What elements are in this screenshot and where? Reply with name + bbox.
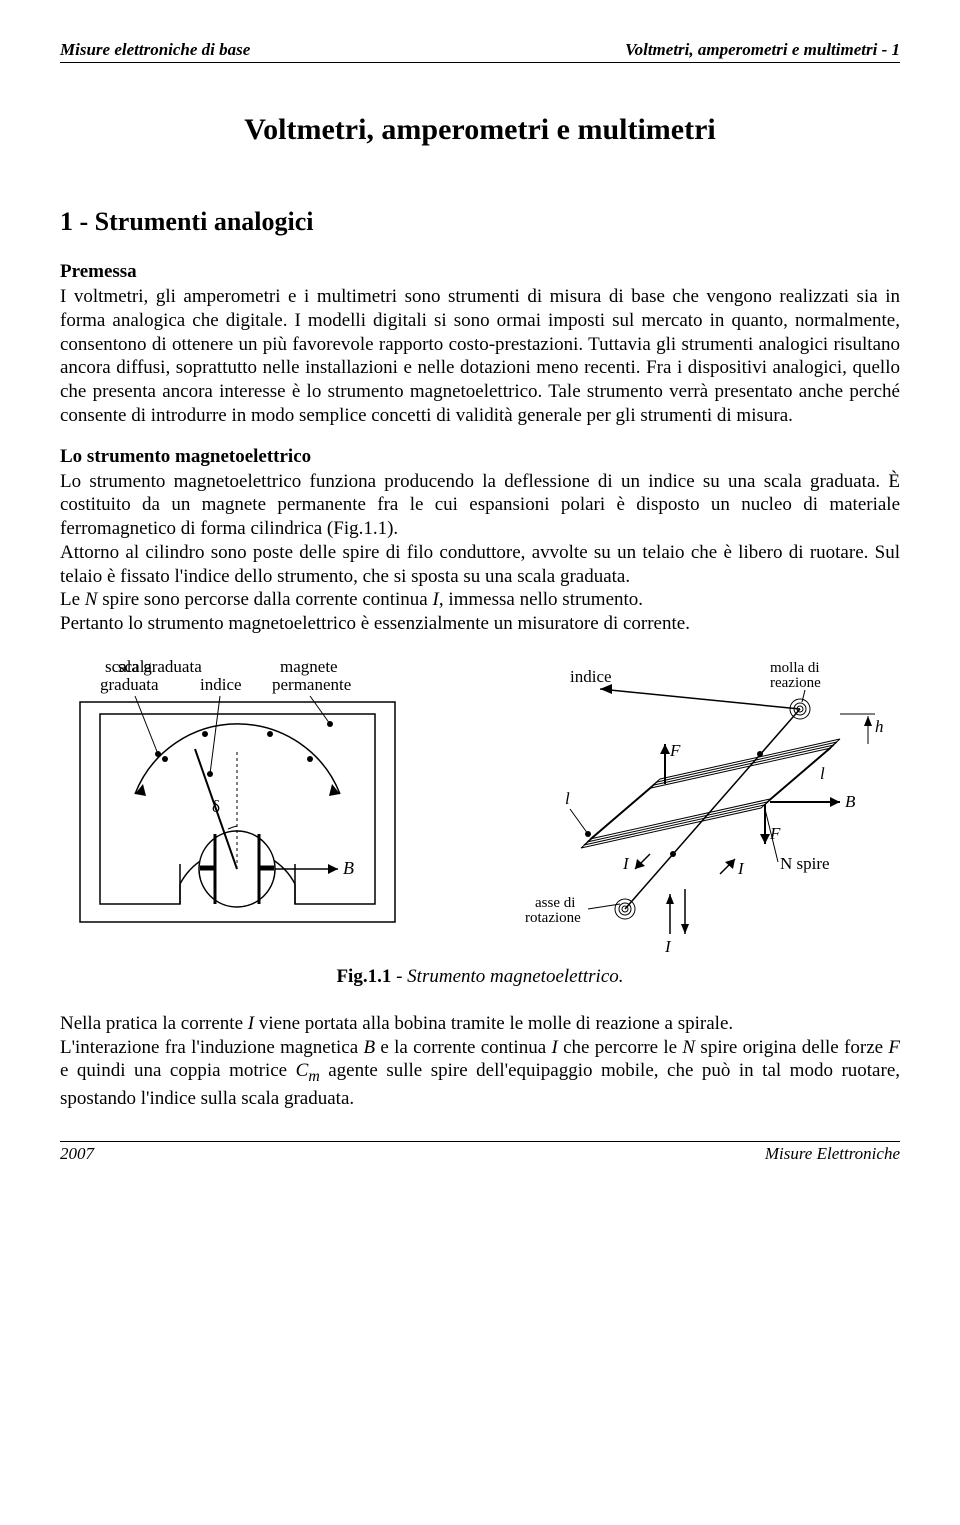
label-molla-l1: molla di [770, 660, 820, 676]
text: spire sono percorse dalla corrente conti… [97, 589, 432, 610]
B-arrow-head [328, 864, 338, 874]
leader-magnete-dot [327, 721, 333, 727]
F-down-head [760, 834, 770, 844]
page-title: Voltmetri, amperometri e multimetri [60, 113, 900, 147]
var-Cm: Cm [296, 1060, 320, 1081]
magneto-p2: Attorno al cilindro sono poste delle spi… [60, 541, 900, 589]
after-p1: Nella pratica la corrente I viene portat… [60, 1012, 900, 1036]
axis-dot2 [757, 751, 763, 757]
F-up-head [660, 744, 670, 754]
coil-loops [581, 739, 840, 848]
C: C [296, 1060, 309, 1081]
leader-indice-dot [207, 771, 213, 777]
figure-svg: scala graduata scala graduata indice mag… [70, 654, 890, 954]
magneto-p1: Lo strumento magnetoelettrico funziona p… [60, 470, 900, 541]
header-right: Voltmetri, amperometri e multimetri - 1 [625, 40, 900, 60]
text: che percorre le [558, 1037, 683, 1058]
label-indice-r: indice [570, 667, 612, 686]
figure-caption: Fig.1.1 - Strumento magnetoelettrico. [60, 966, 900, 988]
m-sub: m [308, 1068, 319, 1085]
caption-bold: Fig.1.1 [336, 966, 391, 987]
magneto-p3: Le N spire sono percorse dalla corrente … [60, 588, 900, 612]
arc-tick2 [202, 731, 208, 737]
label-delta: δ [212, 797, 220, 816]
footer-left: 2007 [60, 1144, 94, 1164]
leader-l1-dot [585, 831, 591, 837]
after-p2: L'interazione fra l'induzione magnetica … [60, 1036, 900, 1111]
label-magnete-line2: permanente [272, 675, 351, 694]
pointer-right [600, 689, 800, 709]
label-asse-l1: asse di [535, 895, 575, 911]
premessa-heading: Premessa [60, 261, 900, 283]
label-indice: indice [200, 675, 242, 694]
delta-arc [228, 826, 237, 829]
text: L'interazione fra l'induzione magnetica [60, 1037, 363, 1058]
label-scala-line1: scala [118, 657, 152, 676]
caption-rest: - Strumento magnetoelettrico. [391, 966, 623, 987]
text: Nella pratica la corrente [60, 1013, 248, 1034]
arc-tick4 [307, 756, 313, 762]
arc-tick3 [267, 731, 273, 737]
var-F: F [888, 1037, 900, 1058]
lead2-arr [681, 924, 689, 934]
var-N: N [682, 1037, 695, 1058]
B-r-head [830, 797, 840, 807]
page-header: Misure elettroniche di base Voltmetri, a… [60, 40, 900, 63]
magneto-p4: Pertanto lo strumento magnetoelettrico è… [60, 612, 900, 636]
var-B: B [363, 1037, 375, 1058]
text: e quindi una coppia motrice [60, 1060, 296, 1081]
footer-right: Misure Elettroniche [765, 1144, 900, 1164]
header-left: Misure elettroniche di base [60, 40, 250, 60]
label-I2: I [737, 859, 745, 878]
text: viene portata alla bobina tramite le mol… [254, 1013, 733, 1034]
leader-scala-dot [155, 751, 161, 757]
label-Nspire: N spire [780, 854, 830, 873]
label-scala-line2: graduata [100, 675, 159, 694]
label-B: B [343, 858, 354, 878]
page: Misure elettroniche di base Voltmetri, a… [0, 0, 960, 1184]
figure-right: indice molla di reazione h F F [525, 660, 884, 954]
text: Le [60, 589, 85, 610]
premessa-text: I voltmetri, gli amperometri e i multime… [60, 285, 900, 428]
leader-scala [135, 696, 158, 754]
label-I-in: I [664, 937, 672, 954]
label-magnete-line1: magnete [280, 657, 338, 676]
var-N: N [85, 589, 98, 610]
label-h: h [875, 717, 884, 736]
h-arr1 [864, 716, 872, 726]
axis-line [625, 709, 800, 909]
label-B-r: B [845, 792, 856, 811]
magneto-heading: Lo strumento magnetoelettrico [60, 446, 900, 468]
lead1-arr [666, 894, 674, 904]
section-heading: 1 - Strumenti analogici [60, 207, 900, 237]
leader-l1 [570, 809, 588, 834]
figure-left: scala graduata scala graduata indice mag… [80, 657, 395, 922]
axis-dot1 [670, 851, 676, 857]
text: e la corrente continua [375, 1037, 551, 1058]
arc-tick1 [162, 756, 168, 762]
label-asse-l2: rotazione [525, 910, 581, 926]
label-F1: F [669, 741, 681, 760]
text: spire origina delle forze [695, 1037, 888, 1058]
label-l1: l [565, 789, 570, 808]
leader-magnete [310, 696, 330, 724]
text: , immessa nello strumento. [439, 589, 643, 610]
label-I1: I [622, 854, 630, 873]
leader-indice [210, 696, 220, 774]
figure-1-1: scala graduata scala graduata indice mag… [60, 654, 900, 954]
label-molla-l2: reazione [770, 675, 821, 691]
page-footer: 2007 Misure Elettroniche [60, 1141, 900, 1164]
label-l2: l [820, 764, 825, 783]
